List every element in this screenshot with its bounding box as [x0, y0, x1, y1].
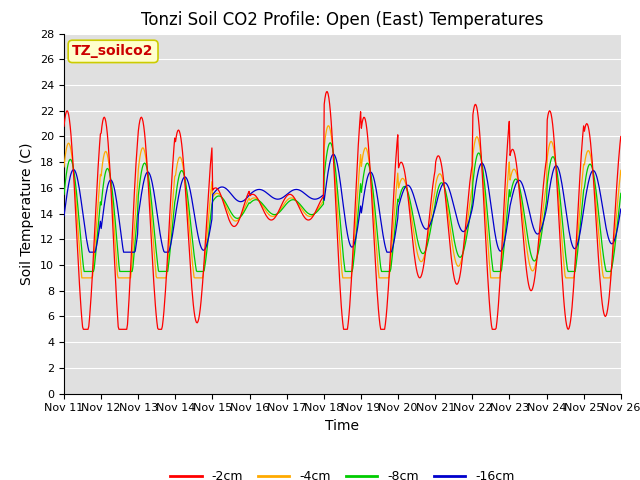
- Legend: -2cm, -4cm, -8cm, -16cm: -2cm, -4cm, -8cm, -16cm: [165, 465, 520, 480]
- Y-axis label: Soil Temperature (C): Soil Temperature (C): [20, 143, 35, 285]
- Text: TZ_soilco2: TZ_soilco2: [72, 44, 154, 59]
- Title: Tonzi Soil CO2 Profile: Open (East) Temperatures: Tonzi Soil CO2 Profile: Open (East) Temp…: [141, 11, 543, 29]
- X-axis label: Time: Time: [325, 419, 360, 433]
